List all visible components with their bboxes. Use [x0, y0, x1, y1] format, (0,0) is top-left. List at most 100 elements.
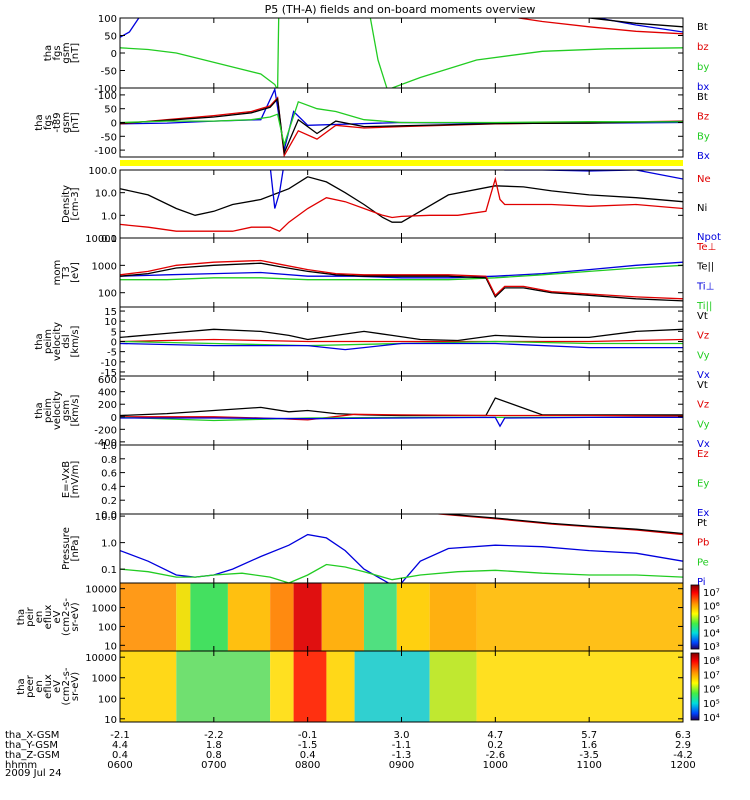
series-by — [120, 18, 683, 88]
legend-entry: Ni — [697, 203, 707, 214]
y-tick-label: 15 — [104, 307, 117, 318]
orbit-row-value: -4.2 — [673, 750, 693, 761]
legend-entry: By — [697, 131, 710, 142]
y-ticks: 10000 1000 100 — [85, 234, 683, 300]
heatmap-band — [227, 583, 271, 651]
y-tick-label: 10 — [104, 715, 117, 726]
orbit-row-value: 0.4 — [112, 750, 128, 761]
colorbar-label: 10⁸ — [703, 656, 720, 667]
colorbar-label: 10⁵ — [703, 615, 720, 626]
orbit-row-value: 4.4 — [112, 740, 128, 751]
y-axis-label-line: tha — [34, 333, 45, 349]
y-axis-label-line: eflux — [43, 605, 54, 630]
series-Ne — [120, 176, 683, 232]
legend-entry: Pe — [697, 557, 709, 568]
panel-frame — [119, 237, 684, 308]
colorbar-scale — [690, 584, 700, 650]
orbit-row-value: 0700 — [201, 760, 226, 771]
y-axis-label-line: (cm2-s- — [61, 667, 72, 705]
orbit-row-value: -2.1 — [110, 730, 130, 741]
y-axis-label-line: fgs — [52, 45, 63, 60]
series-Npot — [269, 170, 683, 209]
y-tick-label: 0.0 — [101, 510, 117, 521]
y-axis-label-line: tha — [34, 114, 45, 130]
orbit-row-value: 0900 — [389, 760, 414, 771]
y-axis-label-line: eV — [52, 610, 63, 623]
series-Vz — [120, 338, 683, 343]
heatmap-band — [270, 583, 294, 651]
y-axis-label-line: gsm — [61, 400, 72, 421]
heatmap-band — [190, 583, 228, 651]
page-title: P5 (TH-A) fields and on-board moments ov… — [265, 3, 536, 16]
colorbar: 10⁸ 10⁷ 10⁶ 10⁵ 10⁴ — [690, 652, 720, 724]
orbit-row-value: -2.2 — [204, 730, 224, 741]
series-Vt — [120, 328, 683, 342]
legend-entry: Ne — [697, 174, 711, 185]
y-ticks: 100 50 0 -50 -100 — [94, 14, 683, 95]
y-tick-label: 0 — [111, 49, 117, 60]
heatmap-band — [429, 651, 477, 722]
heatmap-band — [293, 583, 322, 651]
legend-entry: Ti|| — [696, 301, 712, 312]
y-axis-label-line: T3 — [61, 266, 72, 279]
heatmap-band — [354, 651, 430, 722]
legend: Te⊥ Te|| Ti⊥ Ti|| — [696, 242, 716, 312]
orbit-row-label: tha_Y-GSM — [5, 740, 58, 751]
orbit-row-value: 0.4 — [300, 750, 316, 761]
y-tick-label: 50 — [104, 32, 117, 43]
orbit-row-value: 5.7 — [581, 730, 597, 741]
legend: Bt Bz By Bx — [697, 92, 710, 162]
orbit-row-value: 1000 — [483, 760, 508, 771]
y-ticks: 100 50 0 -50 -100 — [94, 91, 683, 157]
series-Vz — [120, 413, 683, 421]
y-axis-label-line: peir — [25, 606, 36, 626]
colorbar-label: 10⁶ — [703, 685, 720, 696]
legend-entry: Npot — [697, 232, 721, 243]
orbit-row-value: 4.7 — [487, 730, 503, 741]
panel-frame — [119, 17, 684, 89]
orbit-row-value: 1100 — [576, 760, 601, 771]
series-Bt — [585, 18, 683, 28]
orbit-row-value: 1200 — [670, 760, 695, 771]
y-axis-label-line: Pressure — [61, 527, 72, 570]
y-axis-label: E=-VxB[mV/m] — [61, 461, 81, 499]
y-tick-label: 10.0 — [95, 512, 117, 523]
series-Pt — [437, 514, 683, 535]
y-axis-label-line: velocity — [52, 322, 63, 361]
legend-entry: Ex — [697, 508, 709, 519]
y-tick-label: 0.6 — [101, 469, 117, 480]
y-axis-label-line: peim — [43, 329, 54, 354]
y-axis-label-line: [km/s] — [70, 394, 81, 426]
legend-entry: Te⊥ — [696, 242, 716, 253]
heatmap-band — [326, 651, 355, 722]
y-tick-label: -15 — [101, 368, 117, 379]
y-tick-label: -50 — [101, 132, 117, 143]
y-axis-label-line: (cm2-s- — [61, 598, 72, 636]
y-axis-label-line: -t89 — [52, 112, 63, 132]
y-tick-label: 600 — [98, 375, 117, 386]
y-axis-label-line: [mV/m] — [70, 461, 81, 499]
y-axis-label-line: fgs — [43, 115, 54, 130]
heatmap-band — [321, 583, 364, 651]
orbit-row-value: -1.3 — [392, 750, 412, 761]
series-Bz — [120, 96, 683, 157]
panel-frame — [119, 513, 684, 584]
legend-entry: Te|| — [696, 262, 714, 273]
colorbar-label: 10⁵ — [703, 699, 720, 710]
y-axis-label-line: en — [34, 680, 45, 693]
y-tick-label: 50 — [104, 105, 117, 116]
y-tick-label: 10.0 — [95, 189, 117, 200]
y-tick-label: 100 — [98, 14, 117, 25]
legend: Vt Vz Vy Vx — [697, 380, 710, 450]
legend-entry: Vx — [697, 370, 710, 381]
y-tick-label: 10000 — [85, 234, 117, 245]
heatmap-band — [176, 651, 271, 722]
colorbar-scale — [690, 652, 700, 721]
orbit-row-value: 1.8 — [206, 740, 222, 751]
